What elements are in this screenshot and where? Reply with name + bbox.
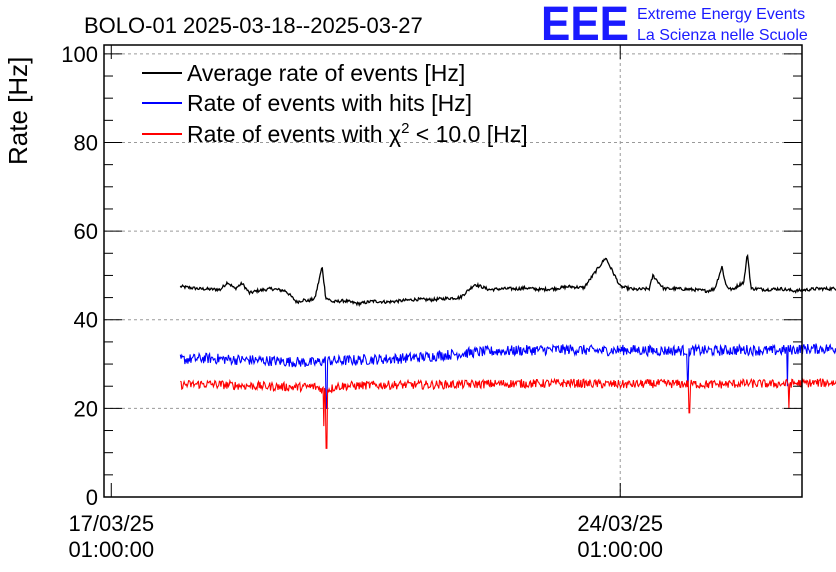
series-line-3 [180,377,836,449]
y-tick-label: 60 [74,219,98,244]
y-tick-label: 100 [61,42,98,67]
grid [104,45,802,497]
axes [103,44,803,498]
x-tick-label-time: 01:00:00 [577,537,663,562]
legend-label-avg: Average rate of events [Hz] [187,60,465,86]
y-tick-label: 80 [74,130,98,155]
y-tick-label: 20 [74,396,98,421]
y-tick-label: 0 [86,485,98,510]
y-axis-label: Rate [Hz] [3,57,33,165]
eee-logo-mark: EEE [541,0,629,51]
series-line-2 [179,343,836,409]
legend-label-hits: Rate of events with hits [Hz] [187,90,472,116]
eee-logo-line2: La Scienza nelle Scuole [637,27,808,44]
x-tick-label-date: 17/03/25 [68,511,154,536]
eee-logo-line1: Extreme Energy Events [637,6,805,23]
plot-frame [103,44,803,498]
series-line-1 [179,253,836,308]
y-tick-label: 40 [74,308,98,333]
legend: Average rate of events [Hz] Rate of even… [142,60,528,147]
chart-title: BOLO-01 2025-03-18--2025-03-27 [84,13,423,38]
eee-logo: EEE Extreme Energy Events La Scienza nel… [541,0,808,51]
ticks: 02040608010017/03/2501:00:0024/03/2501:0… [61,42,802,562]
x-tick-label-time: 01:00:00 [68,537,154,562]
plot-series [179,253,836,449]
x-tick-label-date: 24/03/25 [577,511,663,536]
legend-label-chi: Rate of events with χ2 < 10.0 [Hz] [187,120,528,147]
